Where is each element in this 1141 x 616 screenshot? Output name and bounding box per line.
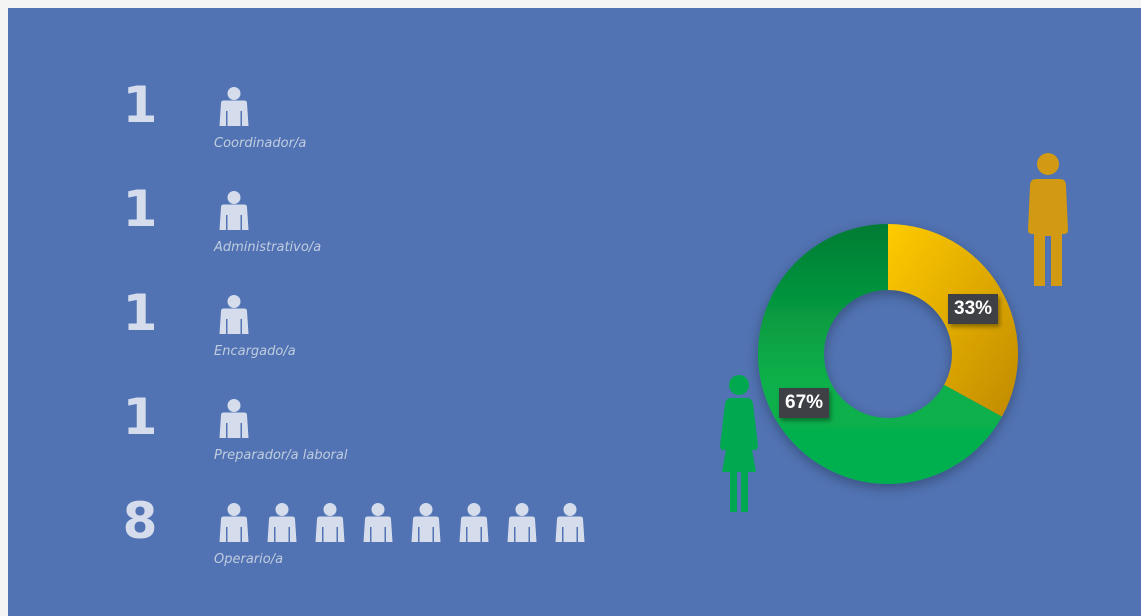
person-icon bbox=[219, 399, 249, 438]
person-icon bbox=[459, 503, 489, 542]
staff-role-label: Preparador/a laboral bbox=[214, 448, 348, 463]
person-icons bbox=[212, 396, 256, 444]
person-icon bbox=[555, 503, 585, 542]
male-figure-icon bbox=[1028, 153, 1068, 286]
person-icon bbox=[219, 503, 249, 542]
person-icons bbox=[212, 84, 256, 132]
infographic-panel: 1 Coordinador/a 1 Administrativo/a 1 Encargad… bbox=[8, 8, 1141, 616]
person-icon bbox=[363, 503, 393, 542]
person-icon bbox=[267, 503, 297, 542]
staff-row: 1 Encargado/a bbox=[120, 288, 640, 392]
staff-role-label: Operario/a bbox=[214, 552, 284, 567]
female-figure-icon bbox=[720, 375, 758, 512]
staff-row: 1 Coordinador/a bbox=[120, 80, 640, 184]
person-icon bbox=[411, 503, 441, 542]
person-icon bbox=[219, 295, 249, 334]
staff-role-label: Administrativo/a bbox=[214, 240, 322, 255]
person-icon bbox=[219, 191, 249, 230]
person-icon bbox=[315, 503, 345, 542]
staff-role-label: Coordinador/a bbox=[214, 136, 307, 151]
staff-row: 1 Administrativo/a bbox=[120, 184, 640, 288]
staff-count: 8 bbox=[122, 492, 158, 550]
staff-role-label: Encargado/a bbox=[214, 344, 296, 359]
person-icon bbox=[507, 503, 537, 542]
slice-label-67: 67% bbox=[779, 388, 830, 418]
staff-count: 1 bbox=[122, 76, 158, 134]
staff-row: 8 Operario/a bbox=[120, 496, 640, 600]
slice-label-33: 33% bbox=[948, 294, 999, 324]
person-icon bbox=[219, 87, 249, 126]
staff-count: 1 bbox=[122, 180, 158, 238]
person-icons bbox=[212, 292, 256, 340]
staff-count: 1 bbox=[122, 284, 158, 342]
donut-slice-67 bbox=[758, 224, 1002, 484]
person-icons bbox=[212, 188, 256, 236]
person-icons bbox=[212, 500, 592, 548]
staff-row: 1 Preparador/a laboral bbox=[120, 392, 640, 496]
staff-count: 1 bbox=[122, 388, 158, 446]
